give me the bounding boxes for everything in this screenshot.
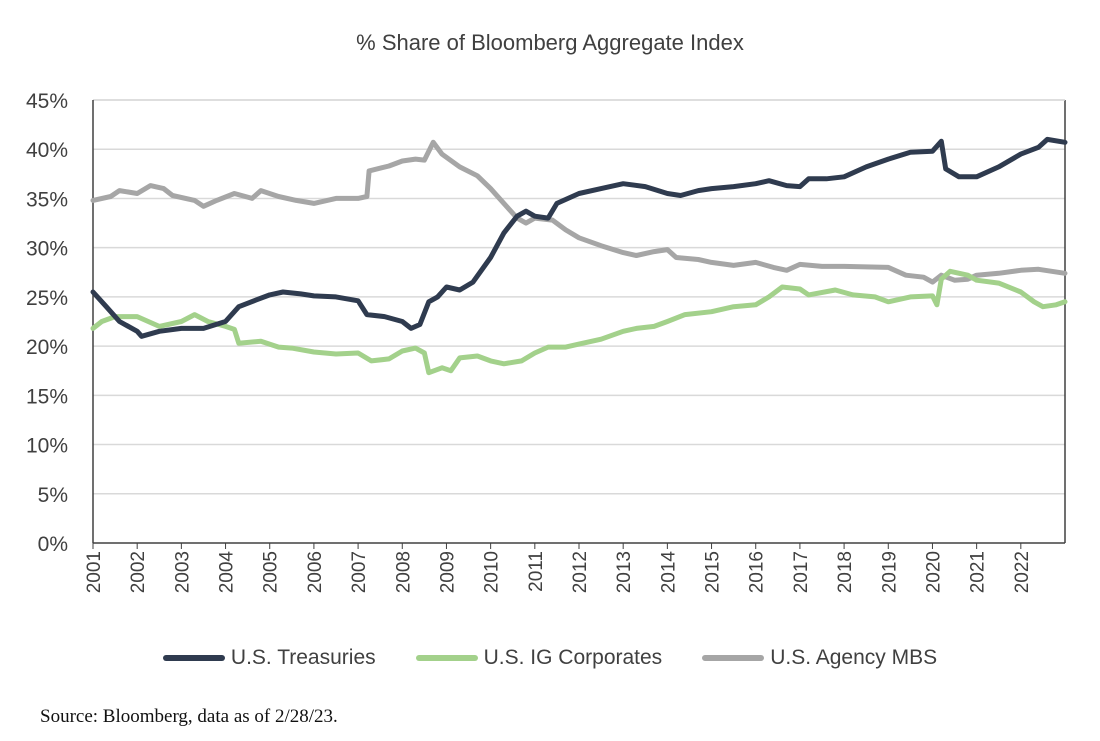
y-tick-label: 0%: [38, 533, 68, 556]
legend-swatch-treasuries: [162, 655, 225, 661]
y-tick-label: 5%: [38, 484, 68, 507]
x-tick-label: 2007: [349, 551, 370, 593]
legend-swatch-ig-corporates: [415, 655, 478, 661]
legend-item-ig-corporates: U.S. IG Corporates: [415, 646, 663, 670]
x-tick-label: 2018: [835, 551, 856, 593]
x-tick-label: 2019: [879, 551, 900, 593]
y-tick-label: 15%: [26, 385, 68, 408]
legend-swatch-agency-mbs: [702, 655, 765, 661]
legend-label-agency-mbs: U.S. Agency MBS: [770, 646, 938, 669]
x-tick-label: 2020: [923, 551, 944, 593]
x-tick-label: 2003: [172, 551, 193, 593]
x-tick-label: 2008: [393, 551, 414, 593]
x-tick-label: 2015: [703, 551, 724, 593]
x-tick-label: 2001: [84, 551, 105, 593]
series-line-u-s-agency-mbs: [90, 139, 1068, 285]
series-line-u-s-ig-corporates: [90, 268, 1068, 376]
y-tick-label: 30%: [26, 238, 68, 261]
x-tick-label: 2013: [614, 551, 635, 593]
x-tick-label: 2012: [570, 551, 591, 593]
x-tick-label: 2016: [747, 551, 768, 593]
y-tick-label: 35%: [26, 188, 68, 211]
series-line-u-s-treasuries: [90, 136, 1068, 339]
x-tick-label: 2005: [261, 551, 282, 593]
y-tick-label: 40%: [26, 139, 68, 162]
x-tick-label: 2006: [305, 551, 326, 593]
chart-title: % Share of Bloomberg Aggregate Index: [356, 30, 744, 55]
legend-item-agency-mbs: U.S. Agency MBS: [702, 646, 937, 670]
y-tick-label: 25%: [26, 287, 68, 310]
x-tick-label: 2010: [482, 551, 503, 593]
x-tick-label: 2021: [968, 551, 989, 593]
x-tick-label: 2002: [128, 551, 149, 593]
x-tick-label: 2014: [658, 551, 679, 594]
source-note: Source: Bloomberg, data as of 2/28/23.: [40, 706, 338, 727]
x-tick-label: 2022: [1012, 551, 1033, 593]
x-tick-label: 2017: [791, 551, 812, 593]
legend-item-treasuries: U.S. Treasuries: [162, 646, 376, 670]
x-tick-label: 2009: [437, 551, 458, 593]
x-tick-label: 2004: [217, 551, 238, 594]
legend: U.S. Treasuries U.S. IG Corporates U.S. …: [0, 646, 1100, 670]
y-tick-label: 10%: [26, 435, 68, 458]
x-tick-label: 2011: [526, 551, 547, 592]
y-tick-label: 20%: [26, 336, 68, 359]
y-tick-label: 45%: [26, 90, 68, 113]
legend-label-ig-corporates: U.S. IG Corporates: [483, 646, 663, 669]
legend-label-treasuries: U.S. Treasuries: [230, 646, 376, 669]
